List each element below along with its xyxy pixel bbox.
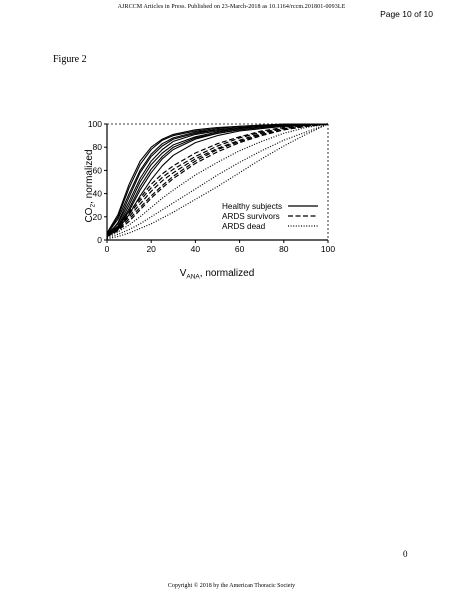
legend-label-ards-dead: ARDS dead xyxy=(222,222,266,231)
y-tick-label-100: 100 xyxy=(88,119,102,129)
y-tick-label-40: 40 xyxy=(93,189,103,199)
series-line-16 xyxy=(106,123,329,238)
x-tick-label-40: 40 xyxy=(191,244,201,254)
x-axis-label: VANA, normalized xyxy=(180,268,255,281)
copyright-footer: Copyright © 2018 by the American Thoraci… xyxy=(167,583,296,589)
series-line-3 xyxy=(106,123,329,236)
series-line-7 xyxy=(106,123,329,237)
line-chart: 0 20 40 60 80 100 0 20 40 60 80 100 Healthy subject… xyxy=(84,119,336,281)
axes: 0 20 40 60 80 100 0 20 40 60 80 100 xyxy=(88,119,336,254)
x-tick-label-60: 60 xyxy=(235,244,245,254)
y-axis-label: CO2, normalized xyxy=(84,149,97,222)
series-line-14 xyxy=(106,123,329,236)
page-number: 0 xyxy=(403,549,408,559)
journal-header: AJRCCM Articles in Press. Published on 2… xyxy=(117,4,346,10)
x-tick-label-20: 20 xyxy=(146,244,156,254)
y-tick-label-20: 20 xyxy=(93,212,103,222)
page-indicator: Page 10 of 10 xyxy=(380,9,433,19)
y-tick-label-0: 0 xyxy=(97,235,102,245)
series-line-12 xyxy=(106,123,329,238)
x-tick-label-0: 0 xyxy=(105,244,110,254)
series-line-15 xyxy=(106,123,329,239)
legend-label-ards-survivors: ARDS survivors xyxy=(222,212,280,221)
plot-area xyxy=(106,123,329,240)
x-tick-label-100: 100 xyxy=(321,244,335,254)
y-tick-label-60: 60 xyxy=(93,165,103,175)
series-line-10 xyxy=(106,123,329,236)
y-tick-label-80: 80 xyxy=(93,142,103,152)
series-line-5 xyxy=(106,123,329,236)
series-line-8 xyxy=(106,123,328,235)
series-line-2 xyxy=(106,123,329,237)
figure-label: Figure 2 xyxy=(53,54,87,65)
legend-label-healthy-subjects: Healthy subjects xyxy=(222,202,282,211)
x-tick-label-80: 80 xyxy=(279,244,289,254)
series-line-11 xyxy=(106,123,329,235)
series-line-9 xyxy=(106,123,329,236)
series-line-13 xyxy=(106,123,329,235)
